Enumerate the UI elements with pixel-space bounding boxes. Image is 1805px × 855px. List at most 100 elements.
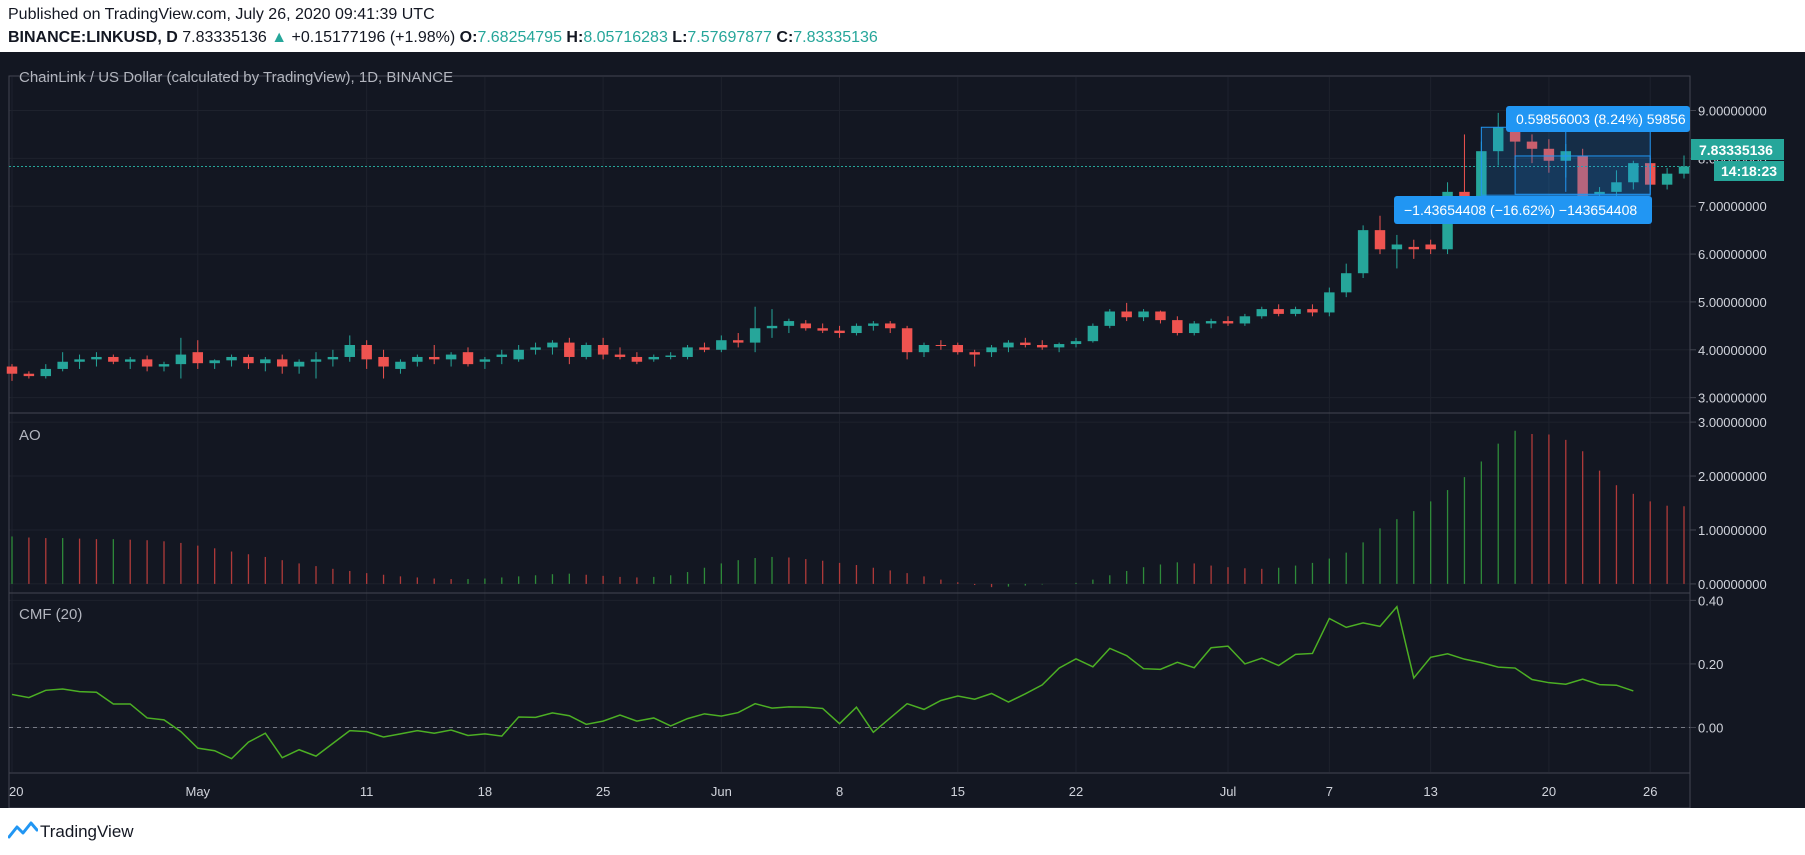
candle <box>614 347 626 360</box>
candle <box>1256 306 1268 319</box>
candle <box>1003 340 1014 353</box>
ao-pane-title: AO <box>19 427 41 444</box>
candle-body <box>1222 321 1234 324</box>
candle-body <box>547 342 558 348</box>
x-tick-label: 25 <box>596 784 610 799</box>
candle-body <box>1543 148 1555 161</box>
x-tick-label: 8 <box>836 784 843 799</box>
candle <box>1172 316 1183 336</box>
candle-body <box>327 356 339 360</box>
candle <box>901 325 913 360</box>
candle-body <box>851 325 862 334</box>
candle <box>1188 321 1200 336</box>
candle <box>1070 337 1082 348</box>
last-price: 7.83335136 <box>182 29 267 46</box>
candle-body <box>952 345 964 353</box>
candle-body <box>749 328 761 343</box>
plot-border <box>8 75 1691 808</box>
candle-body <box>1307 309 1318 313</box>
cmf-y-tick-label: 0.00 <box>1698 721 1723 736</box>
candle-body <box>462 352 474 365</box>
candle <box>1526 134 1538 164</box>
main-y-tick-label: 5.00000000 <box>1698 295 1767 310</box>
chart-area[interactable]: 0.59856003 (8.24%) 59856 −1.43654408 (−16… <box>0 52 1805 808</box>
candle-body <box>310 359 322 362</box>
x-tick-label: Jul <box>1220 784 1237 799</box>
candle <box>158 361 170 372</box>
candle-body <box>276 359 288 367</box>
grid-lines <box>9 77 1690 772</box>
candle-body <box>716 340 727 350</box>
candle <box>699 342 710 353</box>
candle <box>682 345 693 360</box>
candle-body <box>1628 163 1639 183</box>
close-label: C: <box>776 29 794 46</box>
candle <box>428 345 440 365</box>
candle-body <box>783 321 795 326</box>
candle-body <box>1577 155 1588 197</box>
candle-body <box>412 356 423 362</box>
candle-body <box>732 340 744 343</box>
candle <box>496 349 508 365</box>
candle <box>986 345 997 357</box>
candle-body <box>1036 345 1048 348</box>
candle <box>276 354 288 374</box>
candle <box>749 306 761 353</box>
price-badges: 7.83335136 14:18:23 <box>1691 139 1784 181</box>
candle-body <box>445 354 457 360</box>
x-tick-label: 26 <box>1643 784 1657 799</box>
x-tick-label: 20 <box>1542 784 1556 799</box>
candle <box>952 342 964 355</box>
candle-body <box>901 328 913 353</box>
candle-body <box>597 345 609 355</box>
candle-body <box>1020 342 1031 345</box>
x-tick-label: Jun <box>711 784 732 799</box>
candle <box>1678 155 1690 179</box>
candle <box>445 352 457 367</box>
candle-body <box>884 323 896 329</box>
published-text: Published on TradingView.com, July 26, 2… <box>8 6 435 23</box>
candle <box>1205 318 1217 329</box>
low-value: 7.57697877 <box>687 29 772 46</box>
candle-body <box>361 345 372 360</box>
measure-tool[interactable]: 0.59856003 (8.24%) 59856 −1.43654408 (−16… <box>1394 106 1690 224</box>
candle-body <box>986 347 997 353</box>
candle-body <box>699 347 710 350</box>
candle-body <box>631 356 643 362</box>
candle <box>766 309 778 338</box>
main-y-tick-label: 4.00000000 <box>1698 343 1767 358</box>
candle-body <box>665 355 676 357</box>
candle <box>1155 310 1166 324</box>
candle-body <box>1374 230 1386 250</box>
tradingview-brand[interactable]: TradingView <box>40 822 134 841</box>
candle-body <box>1003 342 1014 348</box>
symbol-label[interactable]: BINANCE:LINKUSD, D <box>8 29 178 46</box>
candle <box>732 333 744 348</box>
candle <box>1290 306 1301 317</box>
candle <box>124 356 136 369</box>
candle <box>884 321 896 334</box>
candle-body <box>6 366 18 374</box>
candle <box>141 355 153 372</box>
candle <box>1492 112 1504 166</box>
candle <box>1340 263 1352 298</box>
ao-y-tick-label: 1.00000000 <box>1698 523 1767 538</box>
measure-up-box[interactable] <box>1514 155 1651 195</box>
candle <box>1324 287 1335 317</box>
candle <box>74 354 85 369</box>
candle <box>327 349 339 367</box>
candle-body <box>648 356 660 360</box>
candle-body <box>1256 309 1268 317</box>
candle-body <box>1661 173 1673 185</box>
candle <box>1374 215 1386 255</box>
candle-body <box>209 360 220 364</box>
candle-body <box>1121 311 1132 318</box>
footer-bar: TradingView <box>0 808 1805 855</box>
tradingview-logo-icon[interactable] <box>8 820 38 840</box>
candle <box>108 354 119 365</box>
candle-body <box>23 373 35 377</box>
candle-body <box>1408 246 1420 250</box>
candle-body <box>395 361 406 369</box>
change-arrow-icon: ▲ <box>271 29 288 46</box>
candle-body <box>1324 292 1335 313</box>
